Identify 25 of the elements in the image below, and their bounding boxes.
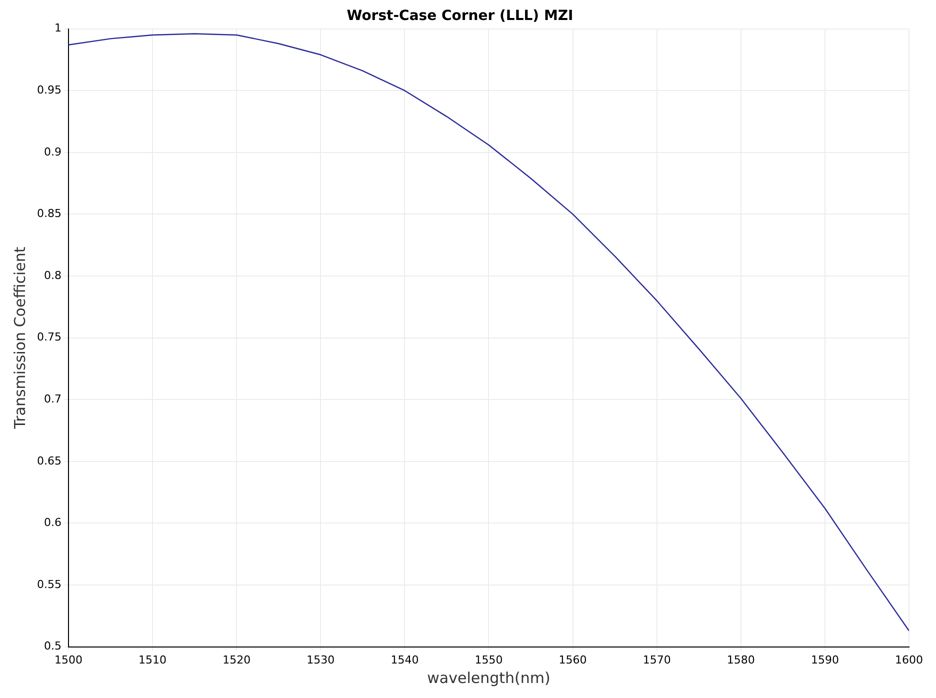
x-tick-label: 1560 — [558, 653, 587, 666]
x-tick-label: 1500 — [54, 653, 82, 666]
y-tick-label: 1 — [54, 22, 62, 35]
y-tick-label: 0.8 — [44, 268, 62, 282]
y-tick-label: 0.65 — [36, 454, 62, 468]
y-tick-label: 0.95 — [36, 83, 62, 96]
y-axis-title: Transmission Coefficient — [10, 246, 29, 430]
y-tick-label: 0.85 — [36, 207, 62, 220]
x-tick-label: 1540 — [390, 653, 419, 666]
x-tick-label: 1600 — [895, 653, 924, 666]
x-tick-label: 1570 — [642, 653, 671, 666]
x-tick-label: 1580 — [726, 653, 755, 666]
y-tick-label: 0.9 — [44, 145, 62, 158]
x-tick-label: 1510 — [138, 653, 167, 666]
x-tick-label: 1520 — [222, 653, 251, 666]
x-tick-label: 1590 — [810, 653, 839, 666]
y-tick-label: 0.6 — [44, 516, 62, 530]
y-tick-label: 0.7 — [44, 392, 62, 406]
x-tick-label: 1550 — [474, 653, 503, 666]
chart-title: Worst-Case Corner (LLL) MZI — [346, 8, 574, 24]
y-tick-label: 0.75 — [36, 330, 62, 344]
x-tick-label: 1530 — [306, 653, 335, 666]
y-tick-label: 0.55 — [36, 578, 62, 591]
x-axis-title: wavelength(nm) — [427, 668, 550, 687]
y-tick-label: 0.5 — [44, 640, 62, 653]
